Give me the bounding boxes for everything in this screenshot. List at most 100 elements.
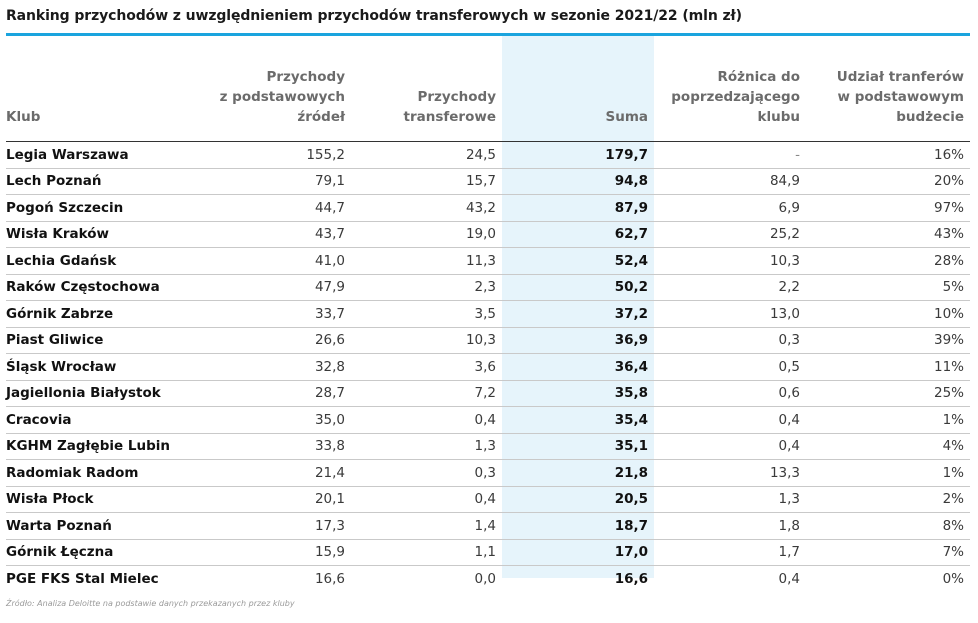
club-name: KGHM Zagłębie Lubin	[6, 433, 216, 460]
club-name: Górnik Zabrze	[6, 300, 216, 328]
sum-cell: 87,9	[502, 194, 654, 222]
table-header: Klub Przychody z podstawowych źródeł Prz…	[6, 36, 970, 142]
table-row: Śląsk Wrocław 32,8 3,6 36,4 0,5 11%	[6, 353, 970, 381]
club-name: Lechia Gdańsk	[6, 247, 216, 275]
base-revenue-cell: 43,7	[216, 221, 351, 248]
difference-cell: 0,5	[654, 353, 806, 381]
table-row: Jagiellonia Białystok 28,7 7,2 35,8 0,6 25%	[6, 380, 970, 407]
difference-cell: 13,3	[654, 459, 806, 487]
header-transfer-revenue: Przychody transferowe	[351, 36, 502, 142]
header-club: Klub	[6, 36, 216, 142]
transfer-share-cell: 0%	[942, 570, 964, 587]
transfer-share-cell: 2%	[806, 486, 970, 513]
table-row: Wisła Płock 20,1 0,4 20,5 1,3 2%	[6, 486, 970, 513]
title-rule	[6, 33, 970, 36]
club-name: Radomiak Radom	[6, 459, 216, 487]
header-row: Klub Przychody z podstawowych źródeł Prz…	[6, 36, 970, 142]
source-note: Źródło: Analiza Deloitte na podstawie da…	[6, 599, 295, 608]
base-revenue-cell: 35,0	[216, 406, 351, 434]
header-sum: Suma	[502, 36, 654, 142]
base-revenue-cell: 26,6	[216, 327, 351, 354]
base-revenue-cell: 21,4	[216, 459, 351, 487]
difference-cell: 1,7	[654, 539, 806, 566]
difference-cell: 0,3	[654, 327, 806, 354]
table-row: Lech Poznań 79,1 15,7 94,8 84,9 20%	[6, 168, 970, 195]
header-transfer-share: Udział tranferów w podstawowym budżecie	[806, 36, 970, 142]
sum-cell: 52,4	[502, 247, 654, 275]
transfer-revenue-cell: 3,6	[351, 353, 502, 381]
club-name: Pogoń Szczecin	[6, 194, 216, 222]
difference-cell: 6,9	[654, 194, 806, 222]
table-row: KGHM Zagłębie Lubin 33,8 1,3 35,1 0,4 4%	[6, 433, 970, 460]
transfer-revenue-cell: 1,1	[351, 539, 502, 566]
base-revenue-cell: 33,7	[216, 300, 351, 328]
transfer-revenue-cell: 0,3	[351, 459, 502, 487]
difference-cell: 1,3	[654, 486, 806, 513]
transfer-revenue-cell: 15,7	[351, 168, 502, 195]
sum-cell: 18,7	[502, 512, 654, 540]
transfer-share-cell: 5%	[806, 274, 970, 301]
transfer-revenue-cell: 2,3	[351, 274, 502, 301]
transfer-share-cell: 28%	[806, 247, 970, 275]
table-row: Górnik Zabrze 33,7 3,5 37,2 13,0 10%	[6, 300, 970, 328]
sum-cell: 35,4	[502, 406, 654, 434]
base-revenue-cell: 44,7	[216, 194, 351, 222]
sum-cell: 36,4	[502, 353, 654, 381]
transfer-share-cell: 1%	[806, 459, 970, 487]
sum-cell: 94,8	[502, 168, 654, 195]
sum-cell: 16,6	[614, 570, 648, 587]
club-name: Cracovia	[6, 406, 216, 434]
transfer-revenue-cell: 1,3	[351, 433, 502, 460]
transfer-revenue-cell: 3,5	[351, 300, 502, 328]
difference-cell: 2,2	[654, 274, 806, 301]
base-revenue-cell: 17,3	[216, 512, 351, 540]
transfer-share-cell: 39%	[806, 327, 970, 354]
transfer-revenue-cell: 0,4	[351, 406, 502, 434]
table-row: Legia Warszawa 155,2 24,5 179,7-16%	[6, 141, 970, 169]
transfer-revenue-cell: 0,0	[474, 570, 496, 587]
table-row: Cracovia 35,0 0,4 35,4 0,4 1%	[6, 406, 970, 434]
header-base-revenue: Przychody z podstawowych źródeł	[216, 36, 351, 142]
difference-cell: 25,2	[654, 221, 806, 248]
club-name: Raków Częstochowa	[6, 274, 216, 301]
difference-cell: 0,6	[654, 380, 806, 407]
sum-cell: 35,1	[502, 433, 654, 460]
sum-cell: 17,0	[502, 539, 654, 566]
transfer-share-cell: 20%	[806, 168, 970, 195]
club-name: Wisła Płock	[6, 486, 216, 513]
base-revenue-cell: 16,6	[314, 570, 345, 587]
header-difference: Różnica do poprzedzającego klubu	[654, 36, 806, 142]
transfer-revenue-cell: 24,5	[351, 141, 502, 169]
base-revenue-cell: 28,7	[216, 380, 351, 407]
base-revenue-cell: 41,0	[216, 247, 351, 275]
sum-cell: 50,2	[502, 274, 654, 301]
transfer-revenue-cell: 1,4	[351, 512, 502, 540]
club-name: Jagiellonia Białystok	[6, 380, 216, 407]
sum-cell: 20,5	[502, 486, 654, 513]
transfer-share-cell: 25%	[806, 380, 970, 407]
table-row: PGE FKS Stal Mielec 16,6 0,0 16,6 0,4 0%	[6, 566, 970, 592]
club-name: Górnik Łęczna	[6, 539, 216, 566]
difference-cell: 1,8	[654, 512, 806, 540]
transfer-revenue-cell: 11,3	[351, 247, 502, 275]
base-revenue-cell: 32,8	[216, 353, 351, 381]
table-row: Piast Gliwice 26,6 10,3 36,9 0,3 39%	[6, 327, 970, 354]
table-row: Lechia Gdańsk 41,0 11,3 52,4 10,3 28%	[6, 247, 970, 275]
transfer-share-cell: 7%	[806, 539, 970, 566]
difference-cell: 13,0	[654, 300, 806, 328]
difference-cell: 0,4	[778, 570, 800, 587]
base-revenue-cell: 33,8	[216, 433, 351, 460]
club-name: PGE FKS Stal Mielec	[6, 570, 159, 587]
table-row: Radomiak Radom 21,4 0,3 21,8 13,3 1%	[6, 459, 970, 487]
transfer-revenue-cell: 43,2	[351, 194, 502, 222]
transfer-share-cell: 4%	[806, 433, 970, 460]
base-revenue-cell: 155,2	[216, 141, 351, 169]
sum-cell: 36,9	[502, 327, 654, 354]
sum-cell: 35,8	[502, 380, 654, 407]
base-revenue-cell: 15,9	[216, 539, 351, 566]
sum-cell: 179,7	[502, 141, 654, 169]
difference-cell: -	[654, 141, 806, 169]
difference-cell: 10,3	[654, 247, 806, 275]
club-name: Lech Poznań	[6, 168, 216, 195]
base-revenue-cell: 47,9	[216, 274, 351, 301]
